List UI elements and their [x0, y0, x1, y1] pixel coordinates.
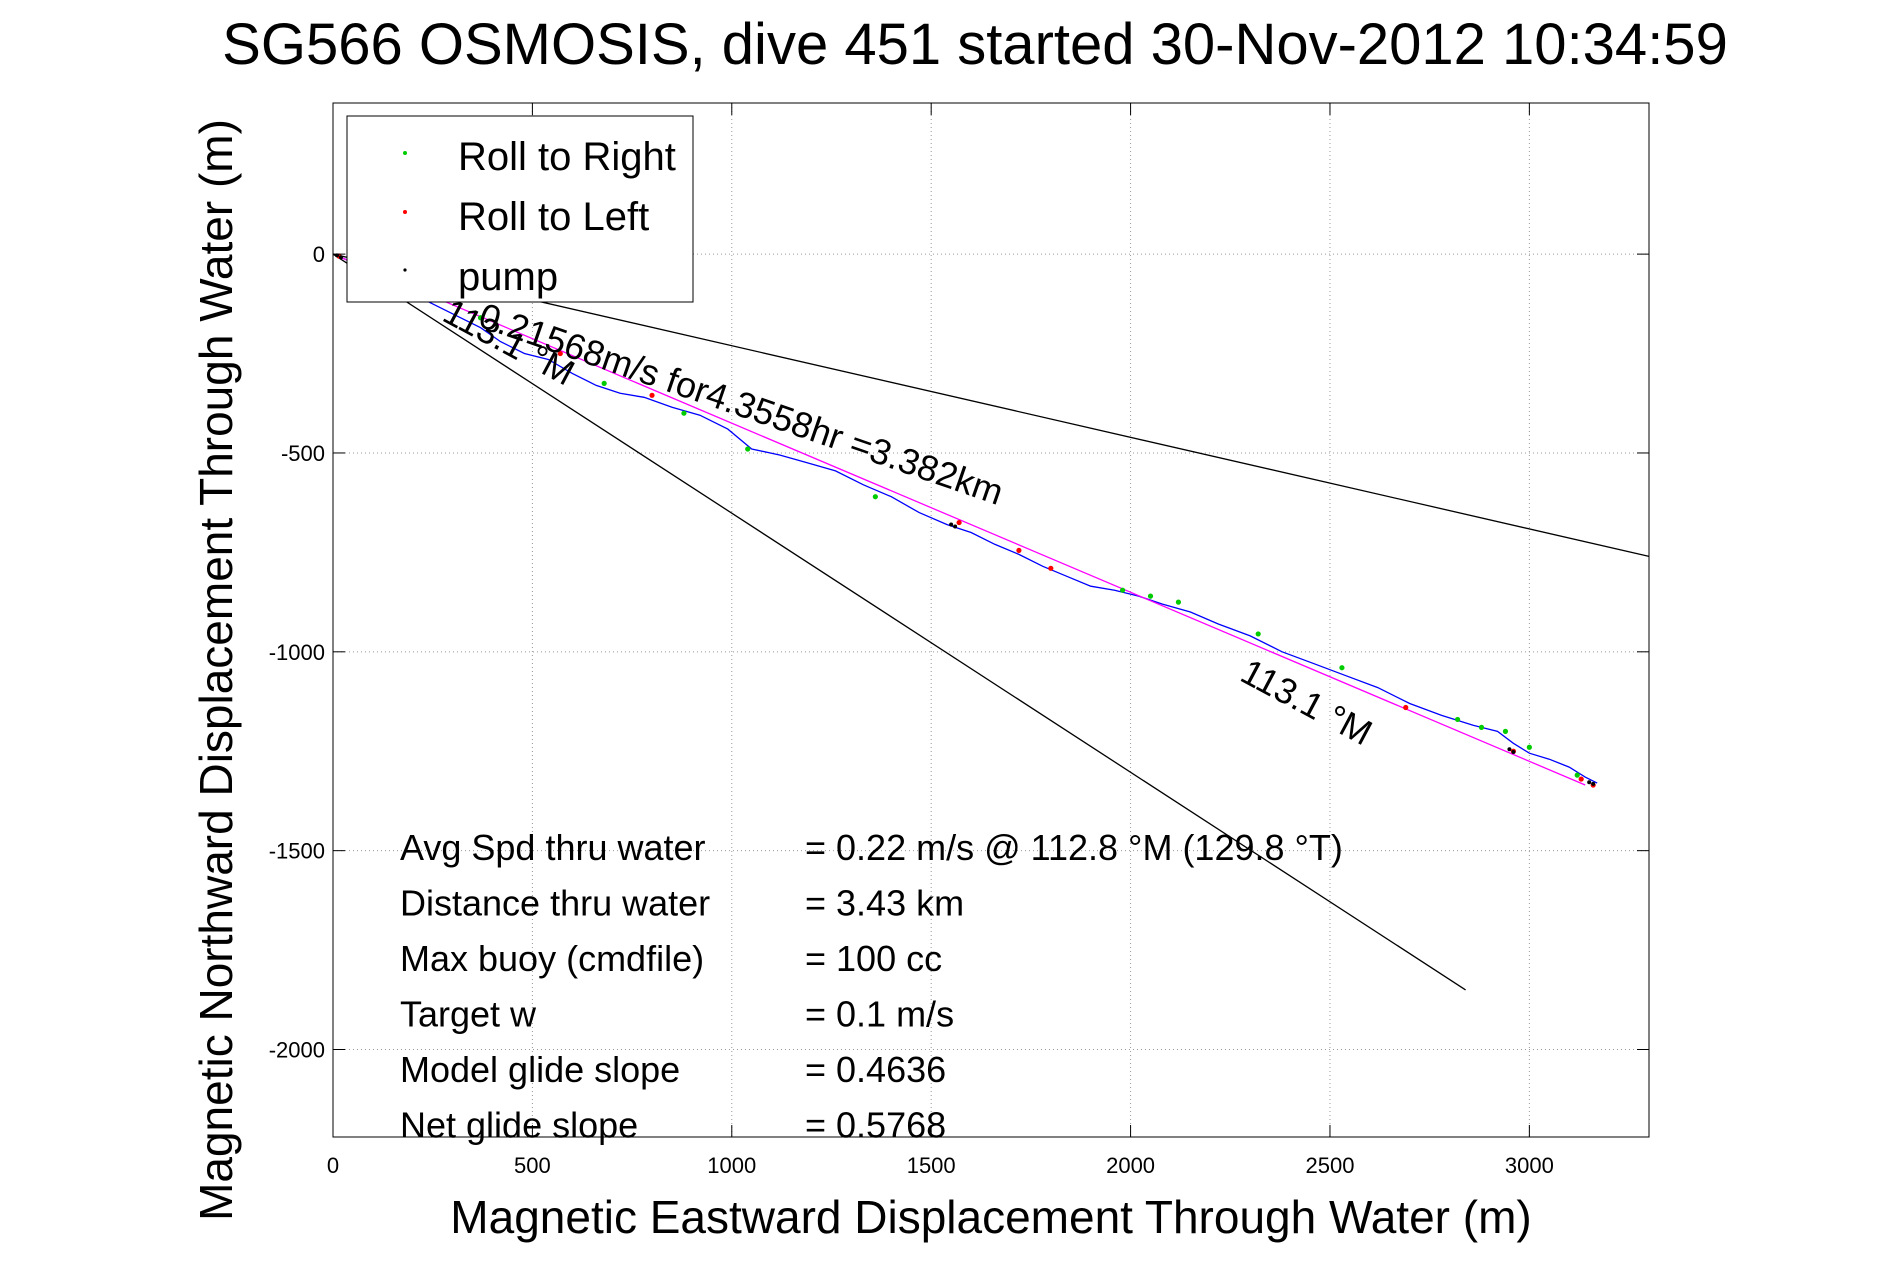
data-point-roll-to-right [477, 315, 484, 321]
x-tick-label: 1000 [707, 1153, 756, 1178]
data-point-roll-to-right [1175, 599, 1182, 605]
data-point-roll-to-left [557, 350, 563, 357]
data-point-roll-to-right [1478, 724, 1485, 730]
legend-marker-roll-right [403, 151, 407, 155]
plot-frame [332, 102, 1650, 1138]
data-point-roll-to-right [745, 446, 751, 452]
y-axis-label: Magnetic Northward Displacement Through … [190, 119, 242, 1221]
chart-title: SG566 OSMOSIS, dive 451 started 30-Nov-2… [222, 12, 1728, 77]
data-point-roll-to-left [1048, 565, 1054, 571]
y-tick-label: -1500 [269, 839, 325, 864]
data-point-roll-to-left [1403, 704, 1409, 711]
stat-label: Max buoy (cmdfile) [400, 938, 704, 979]
data-point-roll-to-right [1147, 593, 1154, 599]
data-point-pump [1511, 750, 1516, 755]
stat-label: Model glide slope [400, 1049, 680, 1090]
data-point-roll-to-left [956, 519, 962, 526]
data-point-roll-to-right [1454, 716, 1461, 723]
data-point-roll-to-right [1339, 665, 1345, 671]
x-tick-label: 2000 [1106, 1153, 1155, 1178]
data-point-roll-to-right [1574, 772, 1580, 778]
x-tick-label: 2500 [1305, 1153, 1354, 1178]
data-point-roll-to-left [1016, 547, 1022, 554]
stat-value: = 3.43 km [805, 883, 964, 924]
data-point-roll-to-right [1120, 587, 1126, 593]
data-point-pump [338, 255, 343, 260]
y-tick-label: 0 [313, 242, 325, 267]
data-point-roll-to-right [872, 494, 878, 500]
stat-label: Net glide slope [400, 1105, 638, 1146]
series-lines [332, 253, 1650, 991]
stat-value: = 0.22 m/s @ 112.8 °M (129.8 °T) [805, 827, 1343, 868]
data-point-roll-to-right [681, 410, 687, 416]
stat-label: Distance thru water [400, 883, 710, 924]
legend-label-pump: pump [458, 255, 558, 299]
data-point-roll-to-left [649, 392, 655, 398]
legend-marker-pump [403, 268, 407, 272]
data-point-roll-to-left [1578, 776, 1584, 782]
data-point-pump [949, 522, 954, 527]
data-point-roll-to-right [601, 380, 607, 386]
legend-marker-roll-left [403, 210, 407, 214]
x-axis-label: Magnetic Eastward Displacement Through W… [450, 1191, 1531, 1243]
x-tick-label: 1500 [907, 1153, 956, 1178]
stat-label: Target w [400, 994, 537, 1035]
legend-label-roll-right: Roll to Right [458, 135, 676, 179]
data-point-roll-to-right [1255, 631, 1261, 637]
data-point-roll-to-right [1502, 728, 1509, 734]
data-point-pump [1587, 780, 1592, 785]
series-line [332, 253, 1586, 786]
data-point-pump [1507, 747, 1512, 752]
axis-ticks: 0 500 1000 1500 2000 2500 3000 0 -500 -1000 -1500 -… [269, 103, 1649, 1178]
stat-value: = 0.1 m/s [805, 994, 954, 1035]
x-tick-label: 500 [514, 1153, 551, 1178]
stat-label: Avg Spd thru water [400, 827, 706, 868]
stat-value: = 0.4636 [805, 1049, 946, 1090]
stat-value: = 100 cc [805, 938, 942, 979]
x-tick-label: 3000 [1505, 1153, 1554, 1178]
y-tick-label: -1000 [269, 640, 325, 665]
data-point-roll-to-right [1526, 744, 1532, 750]
series-points [334, 253, 1596, 788]
stats-block: Avg Spd thru water = 0.22 m/s @ 112.8 °M … [400, 827, 1343, 1146]
y-tick-label: -500 [281, 441, 325, 466]
legend-label-roll-left: Roll to Left [458, 195, 649, 239]
x-tick-label: 0 [327, 1153, 339, 1178]
series-line [332, 253, 1650, 558]
y-tick-label: -2000 [269, 1038, 325, 1063]
data-point-pump [1591, 781, 1596, 786]
legend: Roll to Right Roll to Left pump [346, 115, 694, 303]
series-line [332, 253, 1598, 784]
stat-value: = 0.5768 [805, 1105, 946, 1146]
data-point-pump [953, 524, 958, 529]
series-line [332, 253, 1466, 991]
